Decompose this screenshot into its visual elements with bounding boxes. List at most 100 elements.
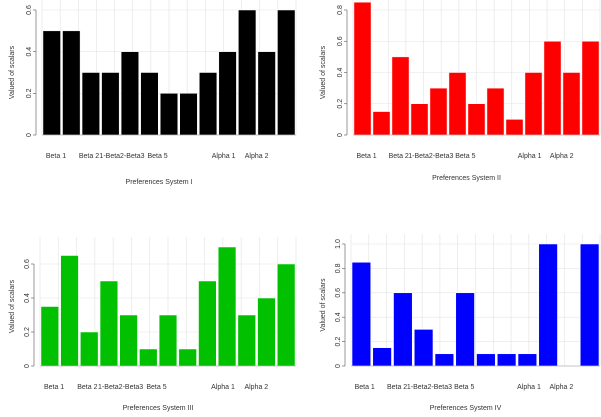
x-tick-label: Alpha 1 — [518, 153, 542, 160]
bar — [562, 72, 581, 136]
y-axis-label: Valued of scalars — [9, 45, 16, 99]
bar — [120, 51, 139, 136]
x-axis-label: Preferences System IV — [430, 405, 502, 412]
bar — [353, 1, 372, 136]
bar — [581, 41, 600, 136]
chart-panel-system-3: 0 0.2 0.4 0.6 Beta 1 Beta 2 1-Beta2-Beta3 Beta… — [9, 237, 297, 412]
x-tick-label: Beta 5 — [146, 384, 166, 391]
x-axis-ticks: Beta 1 Beta 2 1-Beta2-Beta3 Beta 5 Alpha 1 Al… — [356, 153, 573, 160]
bar — [217, 246, 237, 367]
grid-lines — [350, 234, 601, 367]
bar — [199, 72, 218, 136]
x-tick-label: Beta 1 — [355, 384, 375, 391]
y-tick-label: 0.6 — [335, 288, 342, 298]
y-tick-label: 0.4 — [335, 312, 342, 322]
x-axis-label: Preferences System I — [126, 179, 193, 186]
bar — [486, 87, 505, 136]
x-tick-label: Beta 5 — [454, 384, 474, 391]
bar — [42, 30, 61, 136]
bar — [391, 56, 410, 136]
chart-panel-system-4: 0 0.2 0.4 0.6 0.8 1.0 Beta 1 Beta 2 1-Beta2-Bet… — [320, 234, 601, 412]
y-tick-label: 0.8 — [335, 263, 342, 273]
y-tick-label: 0 — [335, 364, 342, 368]
bar — [448, 72, 467, 136]
y-tick-label: 0.4 — [337, 68, 344, 78]
bar — [497, 353, 517, 367]
x-tick-label: Beta 2 — [79, 153, 99, 160]
x-tick-label: Beta 5 — [455, 153, 475, 160]
x-tick-label: Alpha 2 — [550, 384, 574, 391]
bar — [414, 329, 434, 367]
x-axis-ticks: Beta 1 Beta 2 1-Beta2-Beta3 Beta 5 Alpha 1 Al… — [46, 153, 269, 160]
x-tick-label: Alpha 1 — [211, 384, 235, 391]
y-tick-label: 0.4 — [24, 293, 31, 303]
x-tick-label: Beta 5 — [147, 153, 167, 160]
bar — [218, 51, 237, 136]
x-axis-label: Preferences System III — [123, 405, 194, 412]
y-tick-label: 0.8 — [337, 5, 344, 15]
y-tick-label: 0.4 — [26, 47, 33, 57]
bar — [372, 347, 392, 367]
x-tick-label: Beta 2 — [77, 384, 97, 391]
x-tick-label: 1-Beta2-Beta3 — [407, 384, 452, 391]
y-tick-label: 0.6 — [26, 5, 33, 15]
y-axis-ticks: 0 0.2 0.4 0.6 0.8 — [337, 5, 348, 137]
y-tick-label: 0.6 — [24, 259, 31, 269]
bar — [238, 9, 257, 136]
bar — [139, 348, 158, 367]
bar-series — [42, 9, 296, 136]
y-tick-label: 0 — [26, 133, 33, 137]
bar — [119, 314, 138, 367]
bar — [62, 30, 81, 136]
bar — [140, 72, 159, 136]
y-axis-ticks: 0 0.2 0.4 0.6 — [26, 5, 37, 137]
chart-panel-system-1: 0 0.2 0.4 0.6 Beta 1 Beta 2 1-Beta2-Beta3 Beta… — [9, 0, 297, 186]
bar-series — [351, 243, 600, 367]
y-tick-label: 0.2 — [335, 337, 342, 347]
bar — [101, 72, 120, 136]
bar — [476, 353, 496, 367]
x-tick-label: Alpha 2 — [550, 153, 574, 160]
bar — [159, 93, 179, 136]
bar — [467, 103, 486, 136]
x-axis-label: Preferences System II — [432, 175, 501, 182]
x-tick-label: 1-Beta2-Beta3 — [98, 384, 143, 391]
bar — [434, 353, 454, 367]
x-tick-label: Alpha 2 — [244, 384, 268, 391]
x-tick-label: Beta 1 — [44, 384, 64, 391]
bar — [410, 103, 429, 136]
x-tick-label: 1-Beta2-Beta3 — [408, 153, 453, 160]
bar — [455, 292, 475, 367]
y-tick-label: 0.2 — [337, 99, 344, 109]
bar — [277, 9, 296, 136]
y-axis-label: Valued of scalars — [320, 45, 327, 99]
bar — [80, 331, 99, 367]
y-tick-label: 0.6 — [337, 36, 344, 46]
y-axis-label: Valued of scalars — [9, 279, 16, 333]
bar — [372, 111, 391, 136]
y-tick-label: 0 — [24, 364, 31, 368]
bar — [40, 306, 59, 367]
bar — [179, 93, 198, 136]
bar — [99, 280, 119, 367]
bar — [60, 255, 79, 367]
y-tick-label: 0.2 — [24, 327, 31, 337]
x-tick-label: Alpha 1 — [517, 384, 541, 391]
x-tick-label: 1-Beta2-Beta3 — [99, 153, 144, 160]
bar — [178, 348, 197, 367]
x-tick-label: Alpha 2 — [245, 153, 269, 160]
bar — [580, 243, 600, 367]
bar — [81, 72, 100, 136]
bar — [393, 292, 413, 367]
y-tick-label: 0.2 — [26, 88, 33, 98]
y-tick-label: 0 — [337, 133, 344, 137]
y-axis-ticks: 0 0.2 0.4 0.6 0.8 1.0 — [335, 239, 346, 368]
y-axis-label: Valued of scalars — [320, 278, 327, 332]
bar-series — [40, 246, 296, 367]
y-tick-label: 1.0 — [335, 239, 342, 249]
x-axis-ticks: Beta 1 Beta 2 1-Beta2-Beta3 Beta 5 Alpha 1 Al… — [355, 384, 574, 391]
bar — [158, 314, 178, 367]
bar — [429, 87, 448, 136]
x-axis-ticks: Beta 1 Beta 2 1-Beta2-Beta3 Beta 5 Alpha 1 Al… — [44, 384, 268, 391]
x-tick-label: Beta 2 — [389, 153, 409, 160]
